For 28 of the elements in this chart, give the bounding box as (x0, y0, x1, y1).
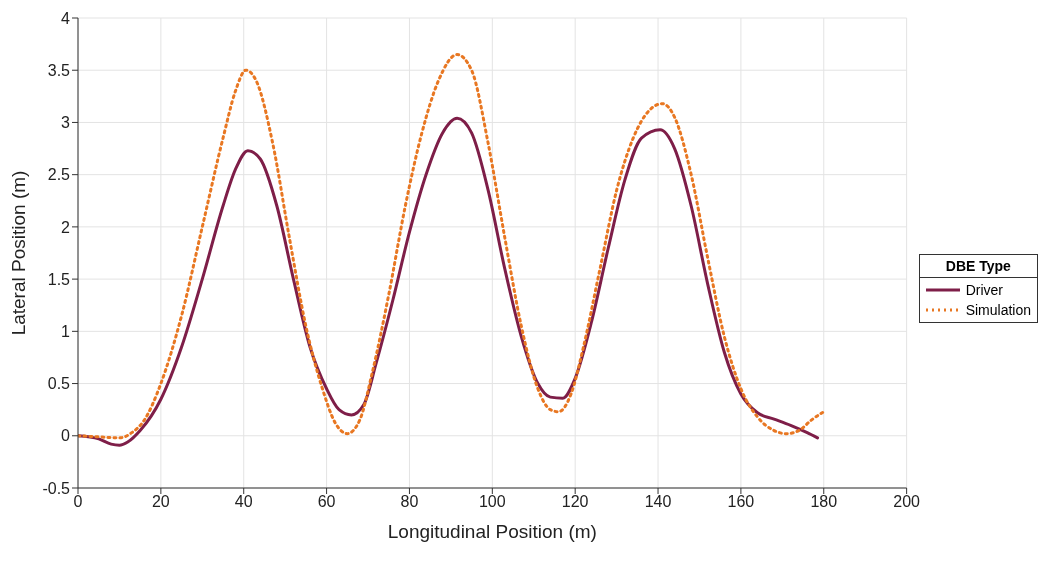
x-tick-label: 60 (317, 493, 336, 511)
y-tick-label: 0.5 (47, 375, 71, 393)
x-tick-label: 140 (644, 493, 672, 511)
y-axis-title: Lateral Position (m) (7, 170, 29, 336)
legend-title: DBE Type (919, 254, 1037, 278)
y-tick-label: 1 (61, 323, 71, 341)
x-tick-label: 120 (561, 493, 589, 511)
line-series (78, 53, 826, 440)
x-tick-label: 180 (810, 493, 838, 511)
y-tick-label: 2.5 (47, 166, 71, 184)
y-tick-label: 3.5 (47, 61, 71, 79)
x-tick-label: 40 (234, 493, 253, 511)
legend-label: Driver (965, 280, 1003, 300)
y-tick-label: 3 (61, 114, 71, 132)
y-tick-label: 4 (61, 9, 71, 27)
x-tick-label: 80 (400, 493, 419, 511)
y-tick-label: -0.5 (42, 479, 71, 497)
y-tick-label: 2 (61, 218, 71, 236)
y-tick-label: 1.5 (47, 270, 71, 288)
x-tick-label: 0 (73, 493, 83, 511)
y-tick-label: 0 (61, 427, 71, 445)
x-tick-label: 160 (727, 493, 755, 511)
x-tick-label: 200 (893, 493, 921, 511)
legend-label: Simulation (965, 300, 1031, 320)
x-tick-label: 100 (478, 493, 506, 511)
x-tick-label: 20 (151, 493, 170, 511)
x-axis-title: Longitudinal Position (m) (387, 521, 597, 542)
line-series (78, 116, 820, 447)
